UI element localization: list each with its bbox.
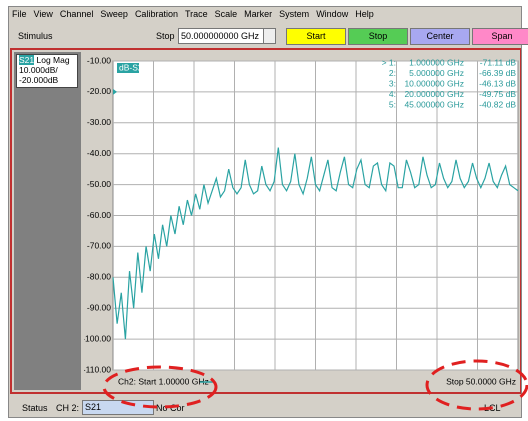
menu-item[interactable]: System [279,9,310,19]
ref-marker [113,88,117,95]
status-bar: Status CH 2: S21 No Cor LCL [10,399,520,416]
marker-readout: -46.13 dB [479,78,516,88]
marker-readout: 10.000000 GHz [404,78,464,88]
trace-tag: dB-S21 [119,62,148,72]
marker-readout: 3: [389,78,396,88]
trace-scale: 10.000dB/ [19,65,58,75]
menu-item[interactable]: View [33,9,53,19]
status-mode: LCL [484,403,501,413]
toolbar-label: Stimulus [18,31,53,41]
y-tick-label: -110.00 [84,364,111,374]
menu-bar: File View Channel Sweep Calibration Trace Scal… [12,9,374,19]
menu-item[interactable]: Marker [244,9,273,19]
y-tick-label: -70.00 [87,241,111,251]
marker-readout: 5.000000 GHz [409,68,464,78]
marker-readout: 45.000000 GHz [404,99,464,109]
y-tick-label: -40.00 [87,148,111,158]
menu-item[interactable]: Window [316,9,349,19]
plot: dB-S21 -10.00 -20.00 -30.00 -40.00 -50.00 -60… [84,50,520,392]
trace-line [112,147,519,340]
start-label: Ch2: Start 1.00000 GHz [118,376,209,386]
marker-readout: 5: [389,99,396,109]
marker-readout: -40.82 dB [479,99,516,109]
y-tick-label: -100.00 [84,333,111,343]
toolbar-button[interactable]: Center [410,28,470,45]
status-label: Status [22,403,48,413]
menu-item[interactable]: Help [355,9,374,19]
field-label: Stop [156,31,175,41]
toolbar: Stimulus Stop 50.000000000 GHz Start Stop… [10,25,528,45]
marker-readout: > 1: [382,57,396,67]
marker-readout: -49.75 dB [479,89,516,99]
toolbar-button[interactable]: Start [286,28,346,45]
marker-readout: 1.000000 GHz [409,57,464,67]
toolbar-button[interactable]: Span [472,28,528,45]
y-tick-label: -20.00 [87,86,111,96]
y-tick-label: -30.00 [87,117,111,127]
menu-item[interactable]: Calibration [134,9,178,19]
channel-panel [14,52,81,390]
menu-item[interactable]: Channel [59,9,94,19]
menu-item[interactable]: Trace [184,9,208,19]
menu-item[interactable]: Sweep [100,9,128,19]
menu-item[interactable]: File [12,9,27,19]
y-tick-label: -50.00 [87,179,111,189]
trace-name: S21 [19,55,35,65]
status-correction: No Cor [156,403,185,413]
trace-reference: -20.000dB [19,75,59,85]
trace-format: Log Mag [36,55,70,65]
marker-readout: 20.000000 GHz [404,89,464,99]
spin-button[interactable] [263,28,276,44]
y-tick-label: -60.00 [87,210,111,220]
toolbar-button[interactable]: Stop [348,28,408,45]
marker-readout: 4: [389,89,396,99]
field-value[interactable]: 50.000000000 GHz [178,28,264,44]
marker-readout: 2: [389,68,396,78]
y-tick-label: -80.00 [87,272,111,282]
stop-label: Stop 50.0000 GHz [446,376,516,386]
trace-tag-bg [117,63,139,73]
y-tick-label: -10.00 [87,55,111,65]
status-trace: S21 [82,400,154,415]
marker-readout: -71.11 dB [480,57,517,67]
status-channel: CH 2: [56,403,80,413]
y-tick-label: -90.00 [87,302,111,312]
marker-readout: -66.39 dB [479,68,516,78]
menu-item[interactable]: Scale [214,9,238,19]
trace-info: S21 Log Mag 10.000dB/ -20.000dB [16,54,78,88]
